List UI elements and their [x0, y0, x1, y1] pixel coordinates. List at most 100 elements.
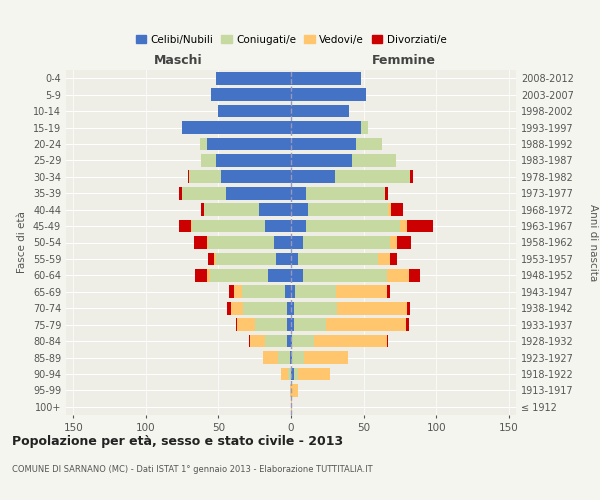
- Bar: [259, 203, 291, 216]
- Bar: [378, 252, 390, 266]
- Bar: [304, 351, 347, 364]
- Bar: [305, 220, 400, 232]
- Bar: [291, 121, 361, 134]
- Bar: [291, 187, 305, 200]
- Bar: [400, 220, 407, 232]
- Bar: [294, 302, 337, 314]
- Bar: [291, 220, 305, 232]
- Bar: [182, 121, 291, 134]
- Bar: [204, 203, 259, 216]
- Bar: [409, 269, 420, 282]
- Bar: [291, 72, 361, 85]
- Bar: [295, 286, 336, 298]
- Bar: [291, 318, 294, 331]
- Bar: [308, 203, 388, 216]
- Bar: [232, 302, 243, 314]
- Bar: [292, 351, 304, 364]
- Text: COMUNE DI SARNANO (MC) - Dati ISTAT 1° gennaio 2013 - Elaborazione TUTTITALIA.IT: COMUNE DI SARNANO (MC) - Dati ISTAT 1° g…: [12, 465, 373, 474]
- Bar: [229, 286, 235, 298]
- Bar: [236, 318, 237, 331]
- Bar: [410, 170, 413, 183]
- Bar: [265, 334, 287, 347]
- Bar: [221, 170, 291, 183]
- Bar: [290, 351, 291, 364]
- Bar: [274, 236, 291, 249]
- Bar: [218, 104, 291, 118]
- Bar: [388, 203, 391, 216]
- Bar: [211, 88, 291, 101]
- Bar: [291, 384, 298, 397]
- Bar: [291, 400, 292, 413]
- Bar: [387, 334, 388, 347]
- Bar: [291, 236, 302, 249]
- Bar: [208, 236, 274, 249]
- Bar: [305, 187, 385, 200]
- Legend: Celibi/Nubili, Coniugati/e, Vedovi/e, Divorziati/e: Celibi/Nubili, Coniugati/e, Vedovi/e, Di…: [131, 30, 451, 48]
- Text: Femmine: Femmine: [371, 54, 436, 66]
- Bar: [335, 170, 410, 183]
- Bar: [287, 334, 291, 347]
- Bar: [215, 252, 277, 266]
- Bar: [288, 368, 291, 380]
- Bar: [390, 236, 397, 249]
- Bar: [227, 302, 232, 314]
- Bar: [214, 252, 215, 266]
- Bar: [287, 302, 291, 314]
- Bar: [391, 203, 403, 216]
- Bar: [194, 236, 207, 249]
- Bar: [407, 302, 410, 314]
- Bar: [294, 318, 326, 331]
- Bar: [200, 138, 207, 150]
- Bar: [242, 286, 285, 298]
- Bar: [201, 154, 215, 167]
- Bar: [407, 220, 433, 232]
- Bar: [285, 286, 291, 298]
- Bar: [290, 384, 291, 397]
- Bar: [291, 170, 335, 183]
- Bar: [207, 236, 208, 249]
- Bar: [302, 236, 390, 249]
- Bar: [268, 269, 291, 282]
- Bar: [298, 252, 378, 266]
- Bar: [207, 138, 291, 150]
- Bar: [277, 252, 291, 266]
- Bar: [291, 138, 356, 150]
- Bar: [188, 170, 190, 183]
- Bar: [314, 334, 387, 347]
- Bar: [356, 138, 382, 150]
- Bar: [291, 269, 302, 282]
- Bar: [291, 334, 292, 347]
- Bar: [337, 302, 407, 314]
- Bar: [215, 72, 291, 85]
- Y-axis label: Fasce di età: Fasce di età: [17, 212, 27, 274]
- Bar: [397, 236, 412, 249]
- Bar: [190, 170, 221, 183]
- Bar: [291, 286, 295, 298]
- Bar: [291, 368, 294, 380]
- Bar: [287, 318, 291, 331]
- Bar: [255, 318, 287, 331]
- Bar: [361, 121, 368, 134]
- Bar: [336, 286, 387, 298]
- Bar: [278, 351, 290, 364]
- Bar: [210, 269, 268, 282]
- Bar: [250, 334, 265, 347]
- Bar: [249, 334, 250, 347]
- Bar: [182, 187, 226, 200]
- Bar: [265, 220, 291, 232]
- Text: Popolazione per età, sesso e stato civile - 2013: Popolazione per età, sesso e stato civil…: [12, 435, 343, 448]
- Bar: [291, 104, 349, 118]
- Bar: [235, 286, 242, 298]
- Bar: [326, 318, 406, 331]
- Bar: [390, 252, 397, 266]
- Bar: [215, 154, 291, 167]
- Bar: [302, 269, 387, 282]
- Bar: [226, 187, 291, 200]
- Bar: [281, 368, 288, 380]
- Bar: [192, 220, 265, 232]
- Bar: [207, 269, 210, 282]
- Bar: [298, 368, 330, 380]
- Bar: [352, 154, 395, 167]
- Bar: [263, 351, 278, 364]
- Bar: [291, 302, 294, 314]
